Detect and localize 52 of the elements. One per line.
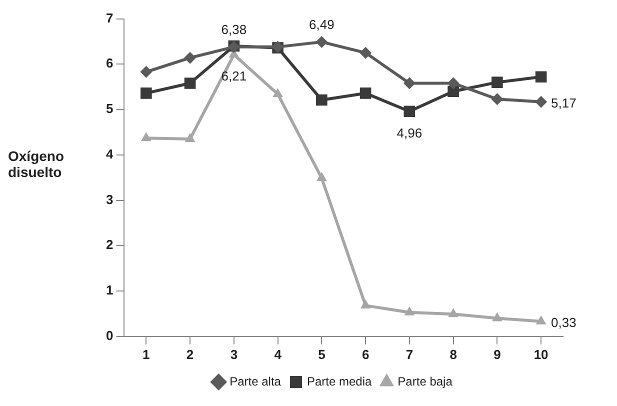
x-tick-label: 1 (142, 346, 150, 362)
point (492, 312, 502, 322)
data-label: 5,17 (551, 95, 576, 110)
y-tick-label: 0 (106, 328, 114, 343)
point (184, 133, 196, 142)
point (272, 88, 283, 98)
y-tick-label: 5 (106, 101, 114, 116)
y-tick-label: 2 (106, 237, 114, 252)
x-tick-label: 10 (534, 346, 548, 362)
point (403, 77, 416, 90)
x-tick-label: 8 (450, 346, 457, 362)
data-label: 6,38 (221, 22, 247, 38)
point (448, 308, 459, 318)
point (360, 300, 371, 309)
point (184, 52, 196, 64)
point (140, 88, 152, 99)
y-tick-label: 7 (106, 10, 114, 26)
point (491, 93, 504, 106)
point (492, 76, 503, 88)
y-tick-label: 6 (106, 56, 114, 71)
y-tick-label: 1 (106, 282, 114, 298)
y-tick-label: 4 (106, 146, 114, 162)
data-label: 6,21 (221, 68, 247, 84)
point (316, 172, 327, 182)
x-tick-label: 5 (318, 346, 326, 362)
y-tick-label: 3 (106, 192, 114, 207)
point (447, 77, 460, 90)
point (404, 306, 415, 316)
point (536, 315, 546, 324)
point (140, 66, 152, 78)
point (535, 71, 547, 83)
x-tick-label: 4 (274, 346, 282, 362)
x-tick-label: 3 (230, 346, 238, 362)
x-tick-label: 9 (494, 346, 501, 362)
x-tick-label: 2 (186, 346, 194, 362)
point (184, 78, 196, 89)
point (140, 132, 152, 142)
point (360, 46, 372, 59)
point (316, 94, 328, 106)
y-axis-title: Oxígeno disuelto (8, 148, 66, 180)
x-tick-label: 6 (362, 346, 370, 362)
data-label: 6,49 (309, 17, 334, 32)
legend-label: Parte media (306, 374, 372, 388)
legend-label: Parte baja (398, 374, 453, 388)
data-label: 0,33 (551, 315, 576, 330)
point (316, 36, 328, 48)
legend-label: Parte alta (230, 374, 282, 388)
point (404, 106, 416, 118)
point (360, 88, 372, 99)
x-tick-label: 7 (406, 346, 414, 362)
point (535, 96, 548, 108)
data-label: 4,96 (396, 125, 422, 140)
